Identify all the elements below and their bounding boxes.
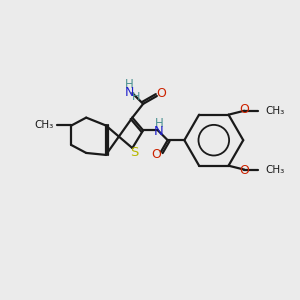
Text: N: N — [125, 85, 134, 99]
Text: O: O — [156, 87, 166, 100]
Text: O: O — [239, 164, 249, 177]
Text: CH₃: CH₃ — [266, 165, 285, 175]
Text: O: O — [239, 103, 249, 116]
Text: H: H — [132, 92, 140, 102]
Text: O: O — [151, 148, 161, 161]
Text: CH₃: CH₃ — [34, 121, 54, 130]
Text: H: H — [154, 117, 163, 130]
Text: CH₃: CH₃ — [266, 106, 285, 116]
Text: S: S — [130, 146, 139, 159]
Text: H: H — [125, 78, 134, 91]
Text: N: N — [154, 125, 164, 138]
